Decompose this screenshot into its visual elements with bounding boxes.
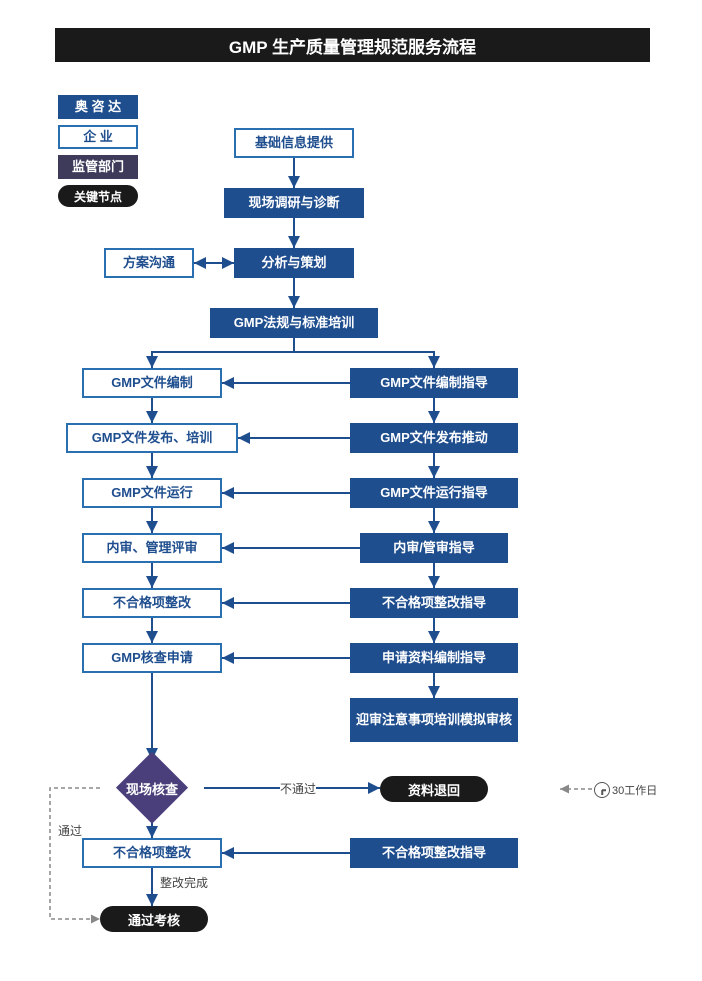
node-l5: 不合格项整改	[82, 588, 222, 618]
node-l4: 内审、管理评审	[82, 533, 222, 563]
flowchart-canvas: GMP 生产质量管理规范服务流程 奥 咨 达企 业监管部门关键节点 基础信息提供…	[0, 0, 702, 981]
node-l7: 不合格项整改	[82, 838, 222, 868]
decision-onsite-check: 现场核查	[100, 760, 204, 816]
diamond-label-text: 现场核查	[126, 779, 178, 798]
node-l1: GMP文件编制	[82, 368, 222, 398]
legend-item-3: 关键节点	[58, 185, 138, 207]
page-title-text: GMP 生产质量管理规范服务流程	[229, 33, 476, 58]
node-n4: GMP法规与标准培训	[210, 308, 378, 338]
legend-item-0: 奥 咨 达	[58, 95, 138, 119]
node-n1: 基础信息提供	[234, 128, 354, 158]
edge-label-0: 不通过	[280, 780, 316, 797]
node-r3: GMP文件运行指导	[350, 478, 518, 508]
node-n3b: 方案沟通	[104, 248, 194, 278]
node-r8: 不合格项整改指导	[350, 838, 518, 868]
edge-label-1: 通过	[58, 822, 82, 839]
edge-label-3: 30工作日	[612, 782, 657, 798]
pill-p2: 通过考核	[100, 906, 208, 932]
clock-icon	[594, 782, 610, 798]
legend-item-2: 监管部门	[58, 155, 138, 179]
node-r4: 内审/管审指导	[360, 533, 508, 563]
node-r7: 迎审注意事项培训模拟审核	[350, 698, 518, 742]
legend-item-1: 企 业	[58, 125, 138, 149]
node-r6: 申请资料编制指导	[350, 643, 518, 673]
node-l6: GMP核查申请	[82, 643, 222, 673]
pill-p1: 资料退回	[380, 776, 488, 802]
node-n2: 现场调研与诊断	[224, 188, 364, 218]
node-r5: 不合格项整改指导	[350, 588, 518, 618]
node-n3: 分析与策划	[234, 248, 354, 278]
diamond-label: 现场核查	[100, 760, 204, 816]
clock-annotation	[594, 782, 614, 798]
node-r1: GMP文件编制指导	[350, 368, 518, 398]
node-l3: GMP文件运行	[82, 478, 222, 508]
edge-label-2: 整改完成	[160, 874, 208, 891]
node-r2: GMP文件发布推动	[350, 423, 518, 453]
page-title: GMP 生产质量管理规范服务流程	[55, 28, 650, 62]
node-l2: GMP文件发布、培训	[66, 423, 238, 453]
